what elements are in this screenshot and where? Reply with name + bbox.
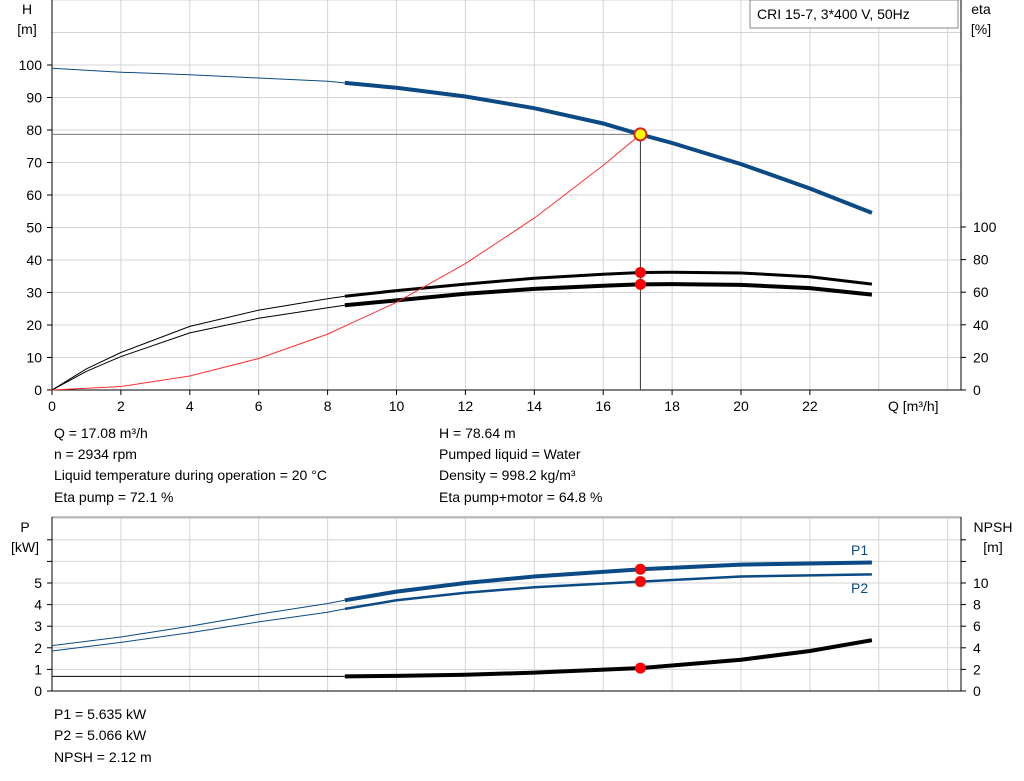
x-tick-label: 4 — [186, 398, 194, 414]
series-line-thin — [51, 304, 345, 391]
y2-axis-label-name: eta — [971, 1, 991, 17]
x-tick-label: 16 — [595, 398, 611, 414]
y-tick-label: 80 — [26, 122, 42, 138]
y-tick-label: 3 — [34, 618, 42, 634]
info-liquid: Pumped liquid = Water — [439, 446, 581, 462]
y-tick-label: 30 — [26, 285, 42, 301]
legend-p2: P2 — [851, 580, 868, 596]
y-tick-label: 5 — [34, 575, 42, 591]
y2-axis-label-unit: [%] — [971, 21, 991, 37]
y-tick-label: 100 — [19, 57, 43, 73]
y-tick-label: 40 — [26, 252, 42, 268]
info-npsh: NPSH = 2.12 m — [54, 749, 152, 765]
y2-tick-label: 6 — [973, 618, 981, 634]
y2-tick-label: 0 — [973, 382, 981, 398]
title-box — [749, 0, 959, 29]
x-tick-label: 14 — [527, 398, 543, 414]
x-tick-label: 22 — [802, 398, 818, 414]
duty-marker-eta-pump — [634, 266, 646, 278]
x-tick-label: 10 — [389, 398, 405, 414]
info-p2: P2 = 5.066 kW — [54, 727, 147, 743]
series-line — [344, 270, 873, 298]
y2-tick-label: 8 — [973, 597, 981, 613]
x-tick-label: 20 — [733, 398, 749, 414]
y2-tick-label: 80 — [973, 252, 989, 268]
y2-tick-label: 20 — [973, 349, 989, 365]
y-tick-label: 20 — [26, 317, 42, 333]
y-axis-label-name: P — [20, 519, 29, 535]
y-tick-label: 90 — [26, 90, 42, 106]
duty-marker-p1 — [634, 563, 646, 575]
y2-tick-label: 40 — [973, 317, 989, 333]
x-tick-label: 2 — [117, 398, 125, 414]
y-tick-label: 1 — [34, 661, 42, 677]
info-flow: Q = 17.08 m³/h — [54, 425, 148, 441]
y-tick-label: 50 — [26, 220, 42, 236]
series-line-thin — [51, 608, 345, 652]
info-temperature: Liquid temperature during operation = 20… — [54, 467, 327, 483]
series-line-thin — [51, 67, 345, 84]
duty-point-marker — [633, 127, 648, 142]
y-axis-label-unit: [kW] — [11, 539, 39, 555]
duty-marker-eta-pump-motor — [634, 278, 646, 290]
info-density: Density = 998.2 kg/m³ — [439, 467, 576, 483]
x-tick-label: 18 — [664, 398, 680, 414]
info-eta-pump-motor: Eta pump+motor = 64.8 % — [439, 489, 603, 505]
x-axis-label: Q [m³/h] — [888, 398, 939, 414]
y2-tick-label: 10 — [973, 575, 989, 591]
chart-title: CRI 15-7, 3*400 V, 50Hz — [757, 6, 910, 22]
x-tick-label: 12 — [458, 398, 474, 414]
series-line — [344, 573, 872, 611]
duty-marker-p2 — [634, 576, 646, 588]
y2-tick-label: 4 — [973, 640, 981, 656]
y-tick-label: 0 — [34, 683, 42, 699]
duty-marker-npsh — [634, 662, 646, 674]
y-tick-label: 4 — [34, 597, 42, 613]
y-axis-label-name: H — [22, 1, 32, 17]
y-tick-label: 10 — [26, 350, 42, 366]
series-line — [344, 638, 873, 679]
series-line — [344, 560, 872, 603]
y2-axis-label-unit: [m] — [983, 539, 1002, 555]
y2-axis-label-name: NPSH — [974, 519, 1013, 535]
y-tick-label: 2 — [34, 640, 42, 656]
x-tick-label: 8 — [324, 398, 332, 414]
series-line — [344, 282, 873, 308]
info-head: H = 78.64 m — [439, 425, 516, 441]
y-tick-label: 70 — [26, 155, 42, 171]
y2-tick-label: 2 — [973, 661, 981, 677]
y2-tick-label: 0 — [973, 683, 981, 699]
legend-p1: P1 — [851, 542, 868, 558]
info-eta-pump: Eta pump = 72.1 % — [54, 489, 174, 505]
y2-tick-label: 100 — [973, 219, 997, 235]
series-line — [344, 80, 873, 215]
series-line-thin — [51, 599, 345, 647]
x-tick-label: 6 — [255, 398, 263, 414]
info-p1: P1 = 5.635 kW — [54, 706, 147, 722]
y-tick-label: 60 — [26, 187, 42, 203]
y-tick-label: 0 — [34, 382, 42, 398]
y2-tick-label: 60 — [973, 284, 989, 300]
x-tick-label: 0 — [48, 398, 56, 414]
series-line-thin — [51, 134, 641, 391]
info-speed: n = 2934 rpm — [54, 446, 137, 462]
y-axis-label-unit: [m] — [17, 21, 36, 37]
series-line-thin — [51, 295, 345, 391]
